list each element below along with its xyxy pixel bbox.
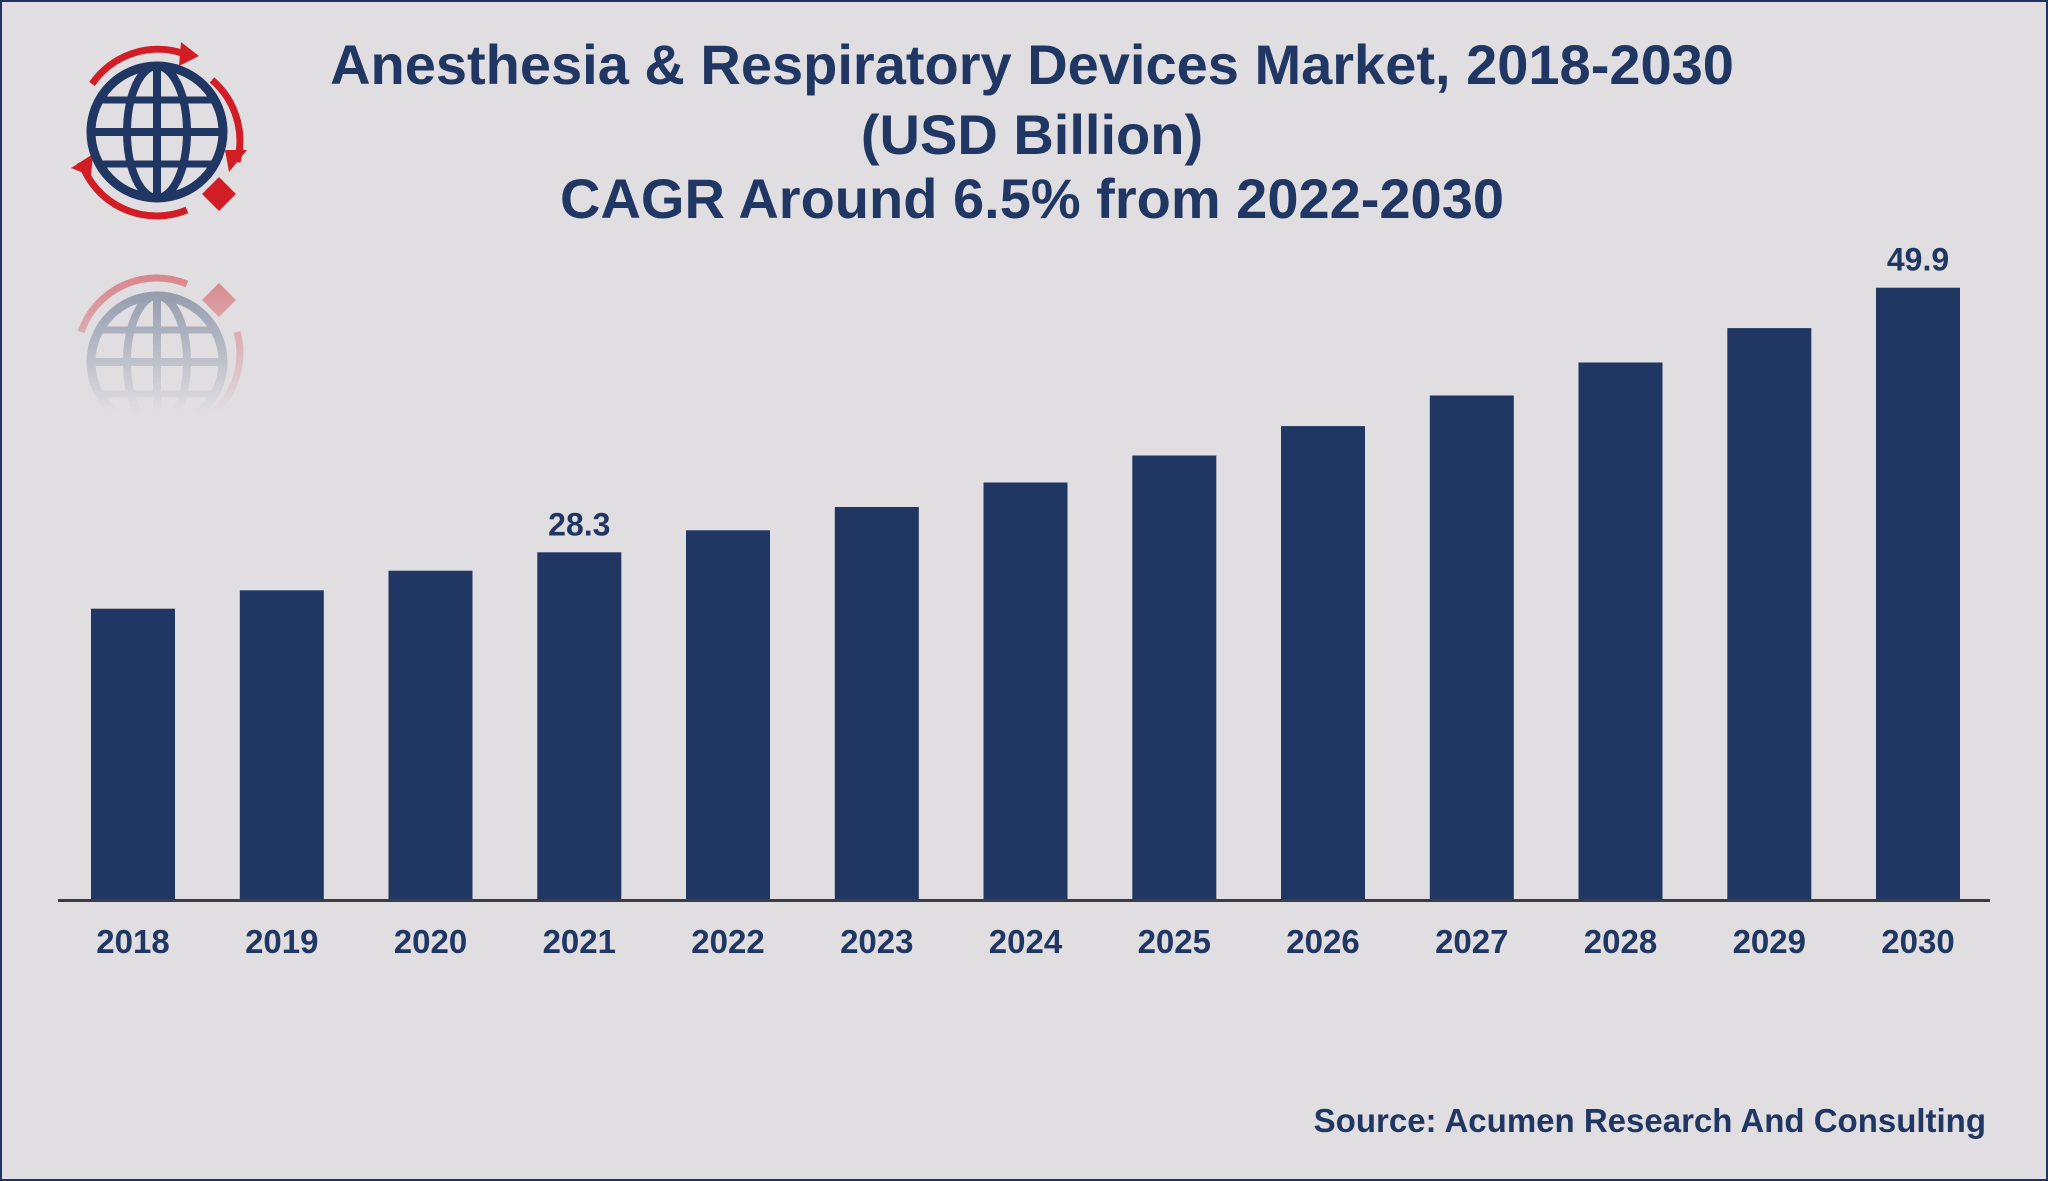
x-tick-label-2027: 2027: [1435, 923, 1508, 960]
chart-title-line-2: (USD Billion): [860, 103, 1204, 166]
bar-2018: [91, 608, 175, 899]
x-tick-label-2026: 2026: [1286, 923, 1359, 960]
bar-2030: [1876, 287, 1960, 899]
bar-2024: [983, 482, 1068, 899]
bar-2019: [239, 590, 324, 899]
bar-2028: [1578, 362, 1663, 899]
x-tick-label-2021: 2021: [543, 923, 616, 960]
x-tick-label-2022: 2022: [691, 923, 764, 960]
chart-subtitle-cagr: CAGR Around 6.5% from 2022-2030: [560, 167, 1504, 230]
bar-2021: [537, 552, 622, 899]
x-tick-label-2019: 2019: [245, 923, 318, 960]
x-tick-label-2023: 2023: [840, 923, 913, 960]
globe-logo-icon: [57, 32, 257, 232]
bar-2029: [1727, 328, 1812, 900]
x-tick-label-2028: 2028: [1584, 923, 1657, 960]
x-tick-label-2018: 2018: [96, 923, 169, 960]
x-tick-label-2024: 2024: [989, 923, 1063, 960]
data-label-2030: 49.9: [1887, 242, 1949, 278]
bar-2020: [388, 570, 473, 899]
x-tick-label-2020: 2020: [394, 923, 467, 960]
source-note: Source: Acumen Research And Consulting: [1313, 1102, 1986, 1139]
bar-2023: [834, 507, 919, 899]
x-tick-label-2025: 2025: [1138, 923, 1211, 960]
data-label-2021: 28.3: [548, 506, 610, 542]
x-tick-label-2030: 2030: [1881, 923, 1954, 960]
x-tick-label-2029: 2029: [1733, 923, 1806, 960]
bar-2027: [1429, 395, 1514, 899]
bar-2022: [686, 530, 770, 899]
chart-title-line-1: Anesthesia & Respiratory Devices Market,…: [330, 33, 1734, 96]
bar-2026: [1281, 426, 1365, 899]
bar-2025: [1132, 455, 1217, 899]
